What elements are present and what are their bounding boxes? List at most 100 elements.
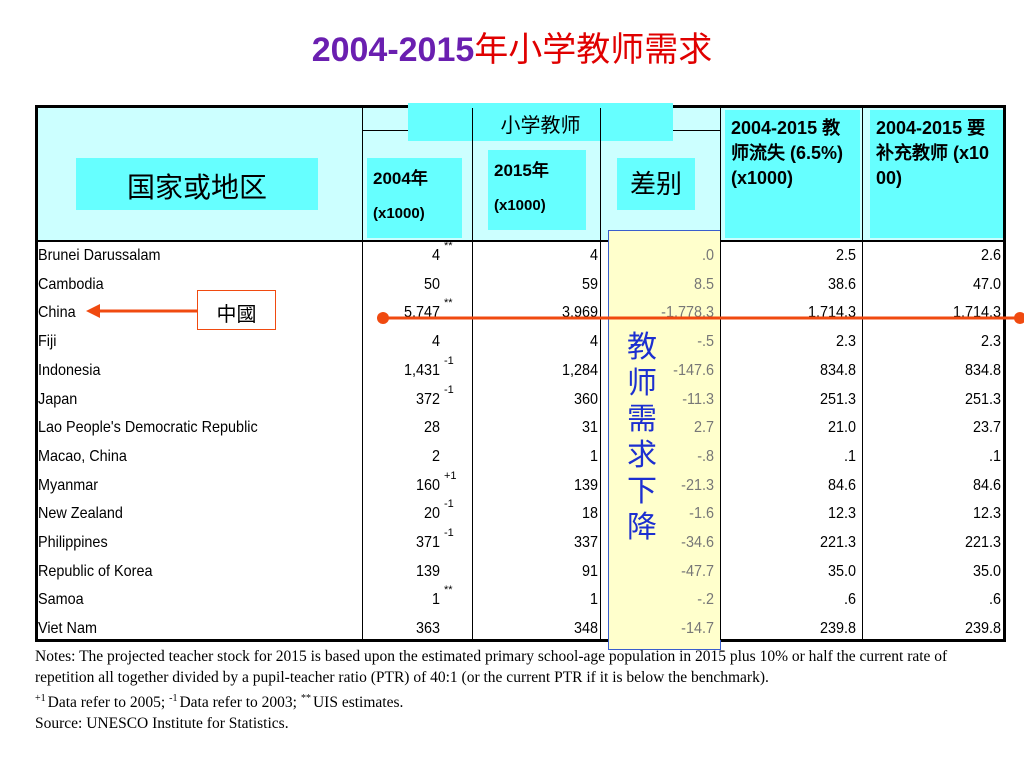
- flag: -1: [444, 527, 454, 539]
- header-rule: [35, 240, 1006, 242]
- footnote-mark: +1: [35, 693, 46, 704]
- supply-cell: .6: [988, 591, 1001, 609]
- t2015-cell: 1: [589, 591, 598, 609]
- col-rule: [600, 108, 601, 640]
- title-text: 年小学教师需求: [474, 31, 713, 69]
- t2015-cell: 348: [573, 620, 598, 638]
- footnotes: +1 Data refer to 2005; -1 Data refer to 200…: [35, 688, 1010, 713]
- country-cell: New Zealand: [38, 505, 123, 523]
- t2004-cell: 1,431: [403, 361, 440, 379]
- t2015-cell: 1,284: [561, 361, 598, 379]
- supply-cell: 84.6: [972, 476, 1001, 494]
- flag: -1: [444, 498, 454, 511]
- diff-highlight: [608, 230, 721, 650]
- supply-cell: 35.0: [972, 562, 1001, 580]
- footnote-text: Data refer to 2005;: [47, 694, 166, 712]
- t2015-cell: 360: [573, 390, 598, 408]
- t2004-cell: 50: [423, 275, 440, 293]
- col2004-header: 2004年 (x1000): [367, 158, 462, 238]
- diff-cell: -147.6: [673, 361, 714, 379]
- notes: Notes: The projected teacher stock for 2…: [35, 646, 1010, 734]
- loss-cell: 221.3: [819, 534, 856, 551]
- country-cell: Viet Nam: [38, 620, 97, 638]
- loss-cell: 35.0: [827, 562, 856, 580]
- t2015-cell: 4: [589, 333, 598, 351]
- diff-header: 差别: [617, 158, 695, 210]
- t2015-cell: 18: [581, 505, 598, 523]
- supply-cell: 12.3: [972, 505, 1001, 523]
- country-cell: Myanmar: [38, 476, 99, 494]
- t2004-cell: 4: [431, 247, 440, 264]
- flag: **: [444, 297, 453, 310]
- t2004-cell: 20: [423, 505, 440, 523]
- supply-cell: 239.8: [964, 620, 1001, 638]
- supply-cell: .1: [988, 447, 1001, 465]
- footnote-text: Data refer to 2003;: [179, 694, 297, 712]
- t2004-cell: 1: [431, 591, 440, 609]
- dot: [1014, 312, 1024, 324]
- col-rule: [362, 108, 363, 640]
- diff-cell: .0: [701, 247, 714, 264]
- flag: -1: [444, 354, 454, 367]
- t2004-cell: 371: [415, 534, 440, 551]
- country-cell: Cambodia: [38, 275, 104, 293]
- unit: (x1000): [373, 205, 425, 222]
- diff-cell: -34.6: [681, 534, 714, 551]
- loss-cell: 251.3: [819, 390, 856, 408]
- loss-cell: 84.6: [827, 476, 856, 494]
- flag: +1: [444, 469, 457, 482]
- supply-cell: 2.6: [980, 247, 1001, 264]
- t2004-cell: 372: [415, 390, 440, 408]
- supply-cell: 251.3: [964, 390, 1001, 408]
- t2015-cell: 4: [589, 247, 598, 264]
- t2015-cell: 31: [581, 419, 598, 437]
- t2004-cell: 28: [423, 419, 440, 437]
- supply-header: 2004-2015 要补充教师 (x1000): [870, 110, 1003, 238]
- label: 2015年: [494, 161, 549, 180]
- diff-cell: -.2: [697, 591, 714, 609]
- col-rule: [720, 108, 721, 640]
- label: 2004年: [373, 169, 428, 188]
- trend-annotation: 教师需求下降: [627, 331, 657, 544]
- supply-cell: 221.3: [964, 534, 1001, 551]
- dot: [377, 312, 389, 324]
- supply-cell: 834.8: [964, 361, 1001, 379]
- country-cell: Japan: [38, 390, 78, 408]
- group-header: 小学教师: [408, 103, 673, 141]
- footnote-mark: -1: [169, 693, 178, 704]
- loss-cell: .6: [843, 591, 856, 609]
- col2015-header: 2015年 (x1000): [488, 150, 586, 230]
- t2004-cell: 160: [415, 476, 440, 494]
- diff-cell: -.8: [697, 447, 714, 465]
- loss-cell: 38.6: [827, 275, 856, 293]
- note-source: Source: UNESCO Institute for Statistics.: [35, 715, 289, 733]
- flag: **: [444, 240, 453, 252]
- arrow-head: [86, 304, 100, 318]
- unit: (x1000): [494, 197, 546, 214]
- supply-cell: 23.7: [972, 419, 1001, 437]
- loss-cell: .1: [843, 447, 856, 465]
- t2015-cell: 1: [589, 447, 598, 465]
- loss-cell: 2.3: [835, 333, 856, 351]
- country-cell: Lao People's Democratic Republic: [38, 419, 258, 437]
- china-callout: 中國: [197, 290, 276, 330]
- country-cell: Fiji: [38, 333, 57, 351]
- t2015-cell: 59: [581, 275, 598, 293]
- loss-cell: 834.8: [819, 361, 856, 379]
- diff-cell: 8.5: [693, 275, 714, 293]
- country-cell: China: [38, 304, 76, 322]
- t2015-cell: 337: [573, 534, 598, 551]
- t2015-cell: 139: [573, 476, 598, 494]
- title-years: 2004-2015: [311, 31, 475, 69]
- diff-cell: 2.7: [693, 419, 714, 437]
- loss-cell: 239.8: [819, 620, 856, 638]
- supply-cell: 2.3: [980, 333, 1001, 351]
- loss-header: 2004-2015 教师流失 (6.5%) (x1000): [725, 110, 860, 238]
- diff-cell: -1.6: [689, 505, 714, 523]
- country-cell: Republic of Korea: [38, 562, 153, 580]
- diff-cell: -14.7: [681, 620, 714, 638]
- supply-cell: 47.0: [972, 275, 1001, 293]
- diff-cell: -47.7: [681, 562, 714, 580]
